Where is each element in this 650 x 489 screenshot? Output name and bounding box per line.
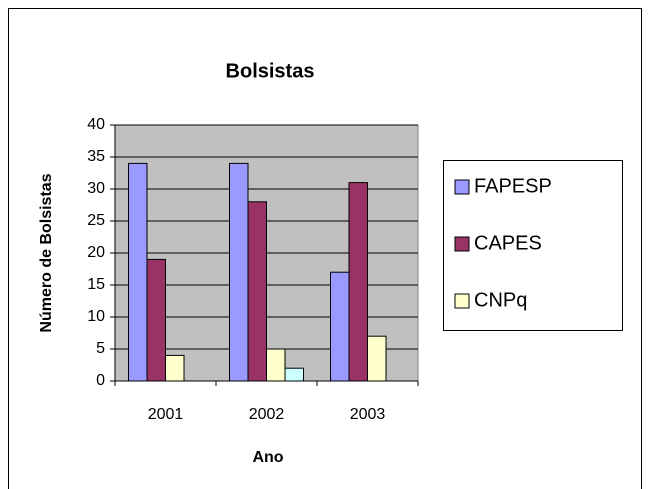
y-axis-label: Número de Bolsistas — [38, 173, 55, 332]
bar — [229, 162, 249, 382]
bar — [348, 182, 368, 382]
y-tick-label: 5 — [96, 340, 105, 357]
legend-swatch — [454, 179, 470, 195]
y-tick-label: 0 — [96, 372, 105, 389]
chart-title: Bolsistas — [226, 60, 315, 82]
bar — [284, 367, 304, 382]
x-axis-label: Ano — [252, 449, 283, 466]
y-tick-label: 35 — [87, 148, 105, 165]
y-tick-label: 10 — [87, 308, 105, 325]
bar — [266, 348, 286, 382]
legend-box — [443, 160, 623, 331]
bar — [367, 335, 387, 382]
bar — [165, 354, 185, 382]
legend-label: FAPESP — [474, 175, 552, 197]
bar — [128, 162, 148, 382]
legend-swatch — [454, 236, 470, 252]
bar — [330, 271, 350, 382]
bar — [247, 201, 267, 382]
bar — [146, 258, 166, 382]
legend-swatch — [454, 293, 470, 309]
y-tick-label: 20 — [87, 244, 105, 261]
x-tick-label: 2003 — [350, 406, 386, 423]
y-tick-label: 30 — [87, 180, 105, 197]
y-tick-label: 15 — [87, 276, 105, 293]
legend-label: CAPES — [474, 232, 542, 254]
legend-label: CNPq — [474, 289, 527, 311]
y-tick-label: 40 — [87, 116, 105, 133]
y-tick-label: 25 — [87, 212, 105, 229]
x-tick-label: 2002 — [249, 406, 285, 423]
x-tick-label: 2001 — [148, 406, 184, 423]
